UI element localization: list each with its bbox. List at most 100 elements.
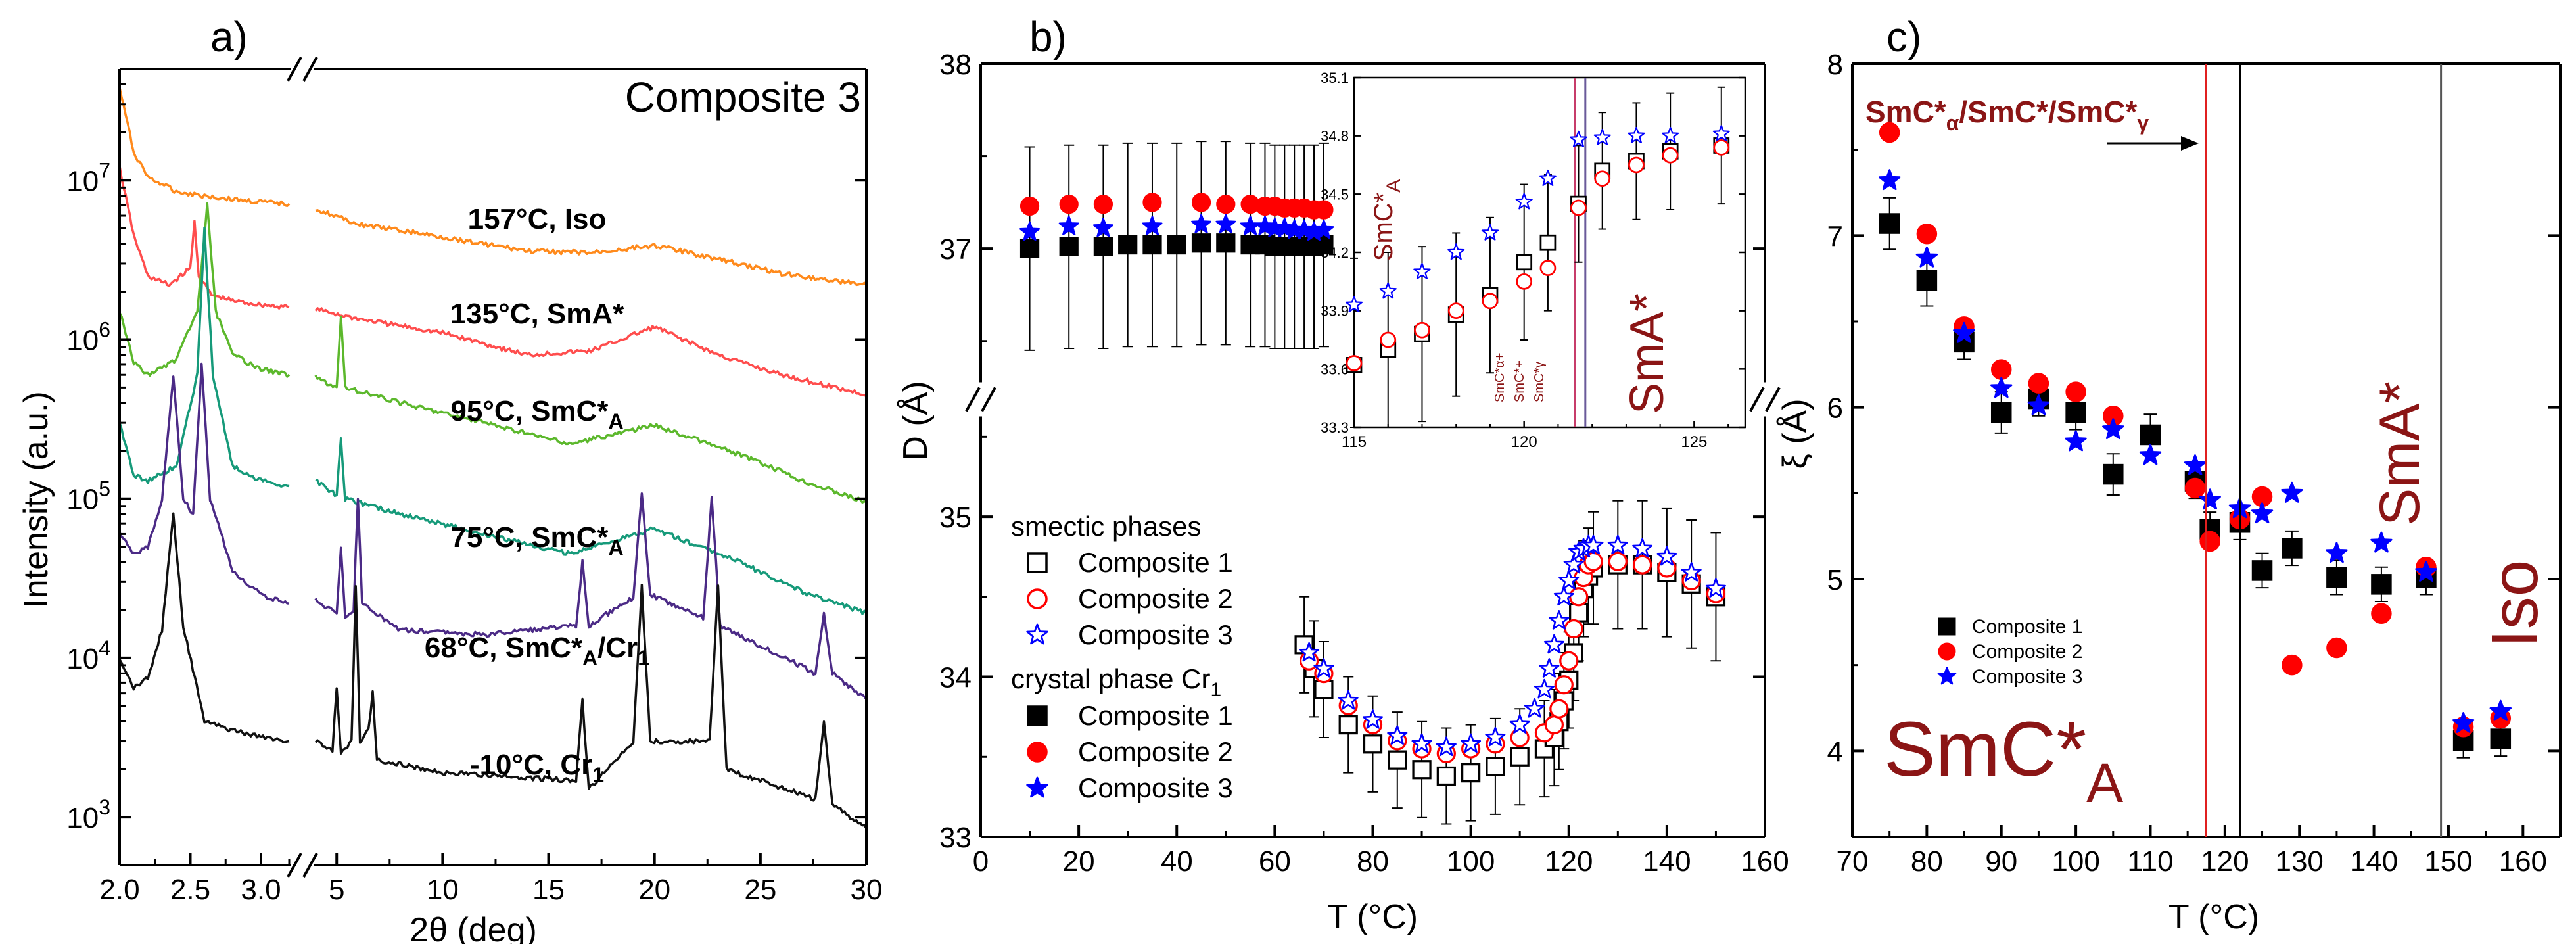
xi-point-composite-2 bbox=[2065, 381, 2086, 402]
xi-point-composite-3 bbox=[2102, 418, 2124, 440]
xi-point-composite-3 bbox=[1953, 321, 1975, 343]
panel-b-y-label: D (Å) bbox=[897, 381, 935, 460]
xrd-trace-left-5 bbox=[118, 512, 290, 743]
inset-y-tick-label: 33.6 bbox=[1321, 361, 1349, 377]
panel-a-x-tick-label: 15 bbox=[532, 874, 565, 906]
legend-entry: Composite 2 bbox=[1078, 583, 1233, 614]
xi-point-composite-2 bbox=[1916, 223, 1938, 245]
inset-point-composite-2 bbox=[1346, 355, 1363, 371]
panel-a-break-bottom-slash bbox=[287, 853, 302, 878]
crystal-point-composite-3 bbox=[1313, 219, 1334, 239]
inset-point-composite-3 bbox=[1413, 262, 1431, 279]
trace-label: -10°C, Cr1 bbox=[470, 749, 604, 787]
panel-b-y-tick-label: 35 bbox=[939, 502, 972, 534]
panel-c-x-tick-label: 150 bbox=[2424, 845, 2472, 878]
inset-point-composite-3 bbox=[1515, 193, 1533, 210]
xi-point-composite-2 bbox=[2028, 373, 2049, 394]
inset-point-composite-2 bbox=[1594, 170, 1611, 187]
panel-a-label: a) bbox=[210, 13, 248, 60]
inset-point-composite-2 bbox=[1713, 139, 1730, 156]
panel-b-x-tick-label: 160 bbox=[1741, 845, 1789, 878]
smectic-point-composite-3 bbox=[1338, 690, 1359, 710]
inset-point-composite-2 bbox=[1482, 293, 1499, 310]
panel-c-x-tick-label: 130 bbox=[2275, 845, 2323, 878]
xi-point-composite-2 bbox=[2199, 531, 2220, 552]
panel-c-legend-marker bbox=[1938, 642, 1956, 661]
legend-marker bbox=[1026, 623, 1048, 645]
legend-entry: Composite 3 bbox=[1078, 619, 1233, 650]
inset-frame bbox=[1353, 76, 1746, 429]
panel-b-x-tick-label: 120 bbox=[1545, 845, 1593, 878]
xi-point-composite-3 bbox=[2199, 488, 2221, 510]
crystal-point-composite-2 bbox=[1216, 195, 1236, 214]
trace-label: 95°C, SmC*A bbox=[450, 395, 623, 433]
smectic-point-composite-3 bbox=[1313, 658, 1334, 678]
inset-vertical-label: SmC*α+ bbox=[1493, 353, 1507, 402]
inset-phase-label-sma: SmA* bbox=[1621, 293, 1674, 414]
legend-title-smectic: smectic phases bbox=[1011, 511, 1201, 542]
xi-point-composite-3 bbox=[2281, 481, 2303, 503]
xi-point-composite-1 bbox=[2251, 560, 2273, 581]
inset-y-tick-label: 34.2 bbox=[1321, 245, 1349, 261]
inset-y-tick-label: 33.9 bbox=[1321, 303, 1349, 319]
legend-title-crystal: crystal phase Cr1 bbox=[1011, 663, 1221, 701]
panel-a-x-label: 2θ (deg) bbox=[410, 911, 537, 944]
legend-entry: Composite 1 bbox=[1078, 700, 1233, 731]
panel-c: c) 70 80 90 100 110 120 130 140 150 160 4 5 6 7 8 Comp… bbox=[1776, 13, 2562, 936]
crystal-point-composite-2 bbox=[1191, 193, 1211, 212]
inset-x-tick-label: 120 bbox=[1511, 433, 1537, 451]
inset-point-composite-3 bbox=[1662, 126, 1679, 143]
xi-point-composite-2 bbox=[1990, 359, 2012, 380]
inset-y-tick-label: 33.3 bbox=[1321, 419, 1349, 436]
smectic-point-composite-3 bbox=[1509, 714, 1530, 734]
inset-x-tick-label: 115 bbox=[1342, 433, 1367, 451]
smectic-point-composite-2 bbox=[1549, 699, 1569, 719]
xrd-trace-left-1 bbox=[118, 166, 290, 310]
xi-point-composite-2 bbox=[2326, 637, 2347, 659]
inset-point-composite-2 bbox=[1628, 156, 1645, 174]
inset-point-composite-2 bbox=[1447, 302, 1464, 319]
xi-point-composite-1 bbox=[2140, 424, 2161, 446]
smectic-point-composite-1 bbox=[1461, 763, 1481, 783]
xrd-trace-right-4 bbox=[314, 492, 868, 700]
panel-a-x-tick-label: 30 bbox=[851, 874, 883, 906]
crystal-point-composite-2 bbox=[1314, 200, 1334, 220]
panel-a-y-tick-label: 107 bbox=[66, 158, 110, 197]
crystal-point-composite-3 bbox=[1142, 216, 1163, 235]
inset-y-tick-label: 34.5 bbox=[1321, 186, 1349, 202]
xi-point-composite-3 bbox=[2139, 444, 2162, 465]
crystal-point-composite-3 bbox=[1215, 214, 1236, 234]
crystal-point-composite-3 bbox=[1092, 217, 1113, 237]
trace-label: 135°C, SmA* bbox=[450, 298, 624, 330]
panel-c-legend-marker bbox=[1937, 667, 1957, 685]
smectic-point-composite-2 bbox=[1632, 555, 1652, 575]
smectic-point-composite-2 bbox=[1564, 619, 1583, 639]
panel-c-y-tick-label: 5 bbox=[1827, 564, 1843, 596]
panel-a-x-tick-label: 20 bbox=[638, 874, 670, 906]
inset-point-composite-2 bbox=[1516, 273, 1533, 290]
inset-point-composite-3 bbox=[1628, 126, 1645, 143]
xrd-trace-right-1 bbox=[314, 307, 867, 397]
inset-point-composite-1 bbox=[1539, 234, 1557, 251]
xi-point-composite-1 bbox=[2490, 728, 2512, 749]
panel-b-break-right-slash bbox=[1765, 387, 1781, 412]
panel-c-y-tick-label: 7 bbox=[1827, 220, 1843, 252]
smectic-point-composite-2 bbox=[1559, 651, 1579, 671]
smectic-point-composite-3 bbox=[1553, 586, 1574, 606]
inset-point-composite-3 bbox=[1712, 125, 1730, 141]
crystal-point-composite-1 bbox=[1142, 235, 1162, 255]
crystal-point-composite-2 bbox=[1093, 195, 1113, 214]
smectic-point-composite-1 bbox=[1412, 760, 1432, 780]
crystal-point-composite-3 bbox=[1019, 221, 1041, 241]
crystal-point-composite-1 bbox=[1191, 233, 1211, 253]
inset-y-tick-label: 34.8 bbox=[1321, 128, 1349, 145]
smectic-point-composite-3 bbox=[1632, 538, 1653, 558]
xi-point-composite-1 bbox=[2371, 574, 2392, 595]
inset-point-composite-3 bbox=[1447, 243, 1465, 260]
inset-point-composite-2 bbox=[1570, 199, 1587, 216]
smectic-point-composite-3 bbox=[1485, 726, 1506, 747]
xrd-trace-left-3 bbox=[118, 226, 290, 488]
